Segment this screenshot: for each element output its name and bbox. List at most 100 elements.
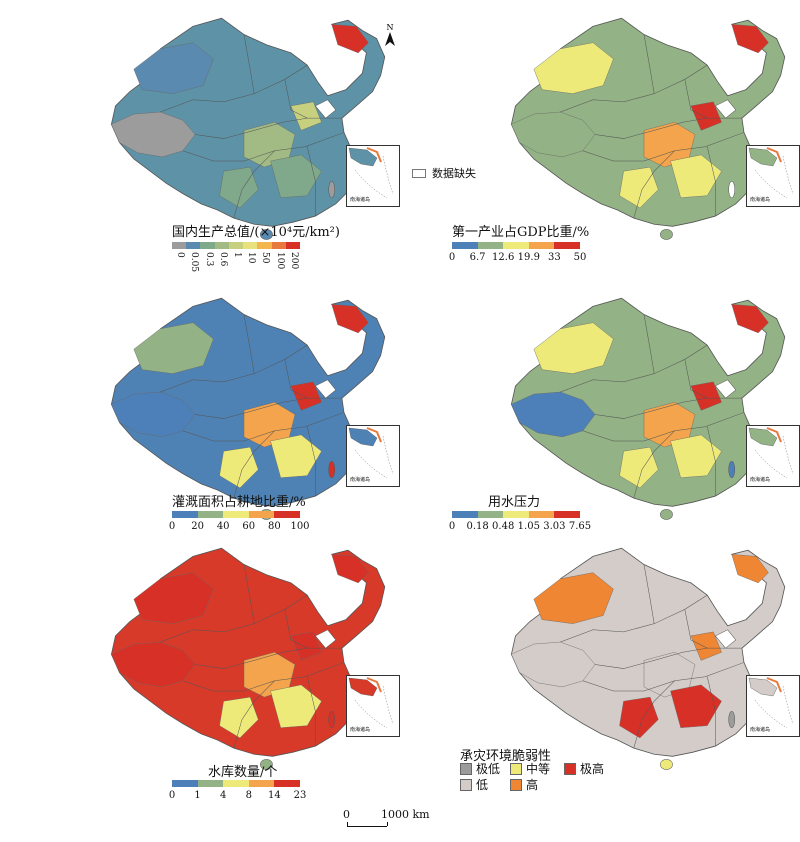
inset-map	[748, 677, 794, 729]
legend-tick-label: 0	[168, 521, 176, 532]
province-border	[582, 412, 745, 442]
missing-data-legend: 数据缺失	[412, 165, 476, 181]
province-border	[195, 117, 342, 139]
legend-swatch	[554, 242, 580, 249]
legend-tick-label: 3.03	[543, 521, 566, 532]
province-border	[595, 397, 742, 419]
region-patch	[331, 554, 369, 584]
legend-tick-label: 8	[245, 790, 252, 801]
taiwan-island	[328, 181, 336, 198]
province-border	[306, 676, 316, 747]
province-border	[306, 426, 316, 497]
province-border	[284, 359, 308, 399]
region-patch	[290, 631, 322, 661]
vulnerability-swatch	[564, 762, 576, 775]
province-border	[243, 34, 255, 94]
legend-tick-label: 0.05	[189, 252, 200, 273]
region-patch	[331, 24, 369, 54]
province-border	[306, 146, 316, 217]
legend-tick-label: 1	[194, 790, 201, 801]
bohai-sea	[314, 629, 337, 649]
province-border	[160, 344, 308, 393]
missing-data-swatch	[412, 168, 426, 178]
title-primary-industry: 第一产业占GDP比重/%	[452, 225, 590, 240]
vulnerability-legend-item: 极高	[564, 760, 604, 777]
bohai-sea	[314, 99, 337, 119]
province-border	[284, 79, 308, 119]
legend-tick-label: 0.6	[217, 252, 228, 267]
region-patch	[133, 572, 214, 624]
legend-swatch	[223, 511, 249, 518]
province-border	[582, 662, 745, 692]
region-patch	[331, 304, 369, 334]
province-border	[195, 647, 342, 669]
legend-swatch	[452, 242, 478, 249]
inset-label: 南海诸岛	[750, 197, 771, 203]
inset-map	[348, 147, 394, 199]
legend-tick-label: 6.7	[469, 252, 486, 263]
legend-tick-label: 19.9	[517, 252, 540, 263]
province-border	[233, 430, 275, 499]
legend-tick-label: 0.18	[466, 521, 489, 532]
region-patch	[511, 111, 596, 158]
legend-swatch	[503, 242, 529, 249]
china-map	[110, 297, 386, 520]
vulnerability-swatch	[460, 762, 472, 775]
region-patch	[133, 42, 214, 94]
map-panel-primary-industry: 南海诸岛	[400, 0, 800, 280]
province-border	[160, 594, 308, 643]
legend-bar-irrigation	[172, 511, 300, 518]
legend-swatch	[503, 511, 529, 518]
province-border	[243, 314, 255, 374]
china-map	[110, 17, 386, 240]
legend-tick-label: 1	[232, 252, 242, 258]
region-patch	[533, 322, 614, 374]
legend-swatch	[274, 511, 300, 518]
vulnerability-label: 中等	[526, 762, 551, 776]
legend-tick-label: 50	[260, 252, 271, 264]
region-patch	[270, 434, 322, 478]
region-patch	[690, 381, 722, 411]
title-reservoirs: 水库数量/个	[208, 765, 278, 780]
legend-swatch	[257, 242, 272, 249]
legend-swatch	[528, 511, 555, 518]
map-panel-water-stress: 南海诸岛	[400, 280, 800, 560]
inset-label: 南海诸岛	[350, 727, 371, 733]
province-border	[233, 150, 275, 219]
scale-distance: 1000 km	[381, 808, 430, 821]
legend-tick-label: 60	[242, 521, 256, 532]
legend-tick-label: 0.48	[492, 521, 515, 532]
bohai-sea	[314, 379, 337, 399]
inset-map	[748, 147, 794, 199]
china-map	[510, 17, 786, 240]
region-patch	[219, 166, 259, 209]
south-china-sea-inset: 南海诸岛	[346, 675, 400, 737]
region-patch	[670, 154, 722, 198]
inset-label: 南海诸岛	[350, 197, 371, 203]
south-china-sea-inset: 南海诸岛	[746, 145, 800, 207]
legend-swatch	[223, 780, 249, 787]
legend-bar-primary-industry	[452, 242, 580, 249]
legend-tick-label: 7.65	[568, 521, 592, 532]
scale-bar: 0 1000 km	[343, 808, 443, 832]
legend-swatch	[528, 242, 555, 249]
south-china-sea-inset: 南海诸岛	[346, 145, 400, 207]
legend-swatch	[271, 242, 286, 249]
vulnerability-swatch	[510, 778, 522, 791]
hainan-island	[260, 759, 273, 770]
inset-label: 南海诸岛	[350, 477, 371, 483]
south-china-sea-inset: 南海诸岛	[346, 425, 400, 487]
vulnerability-legend-item: 中等	[510, 760, 550, 777]
legend-tick-label: 33	[548, 252, 561, 263]
province-border	[684, 359, 708, 399]
region-patch	[270, 154, 322, 198]
legend-tick-label: 0.3	[203, 252, 214, 267]
province-border	[633, 680, 675, 749]
vulnerability-legend-item: 高	[510, 776, 538, 793]
north-arrow: N	[383, 22, 397, 48]
province-border	[560, 594, 708, 643]
region-patch	[290, 101, 322, 131]
legend-tick-label: 23	[293, 790, 307, 801]
province-border	[560, 344, 708, 393]
region-patch	[731, 24, 769, 54]
